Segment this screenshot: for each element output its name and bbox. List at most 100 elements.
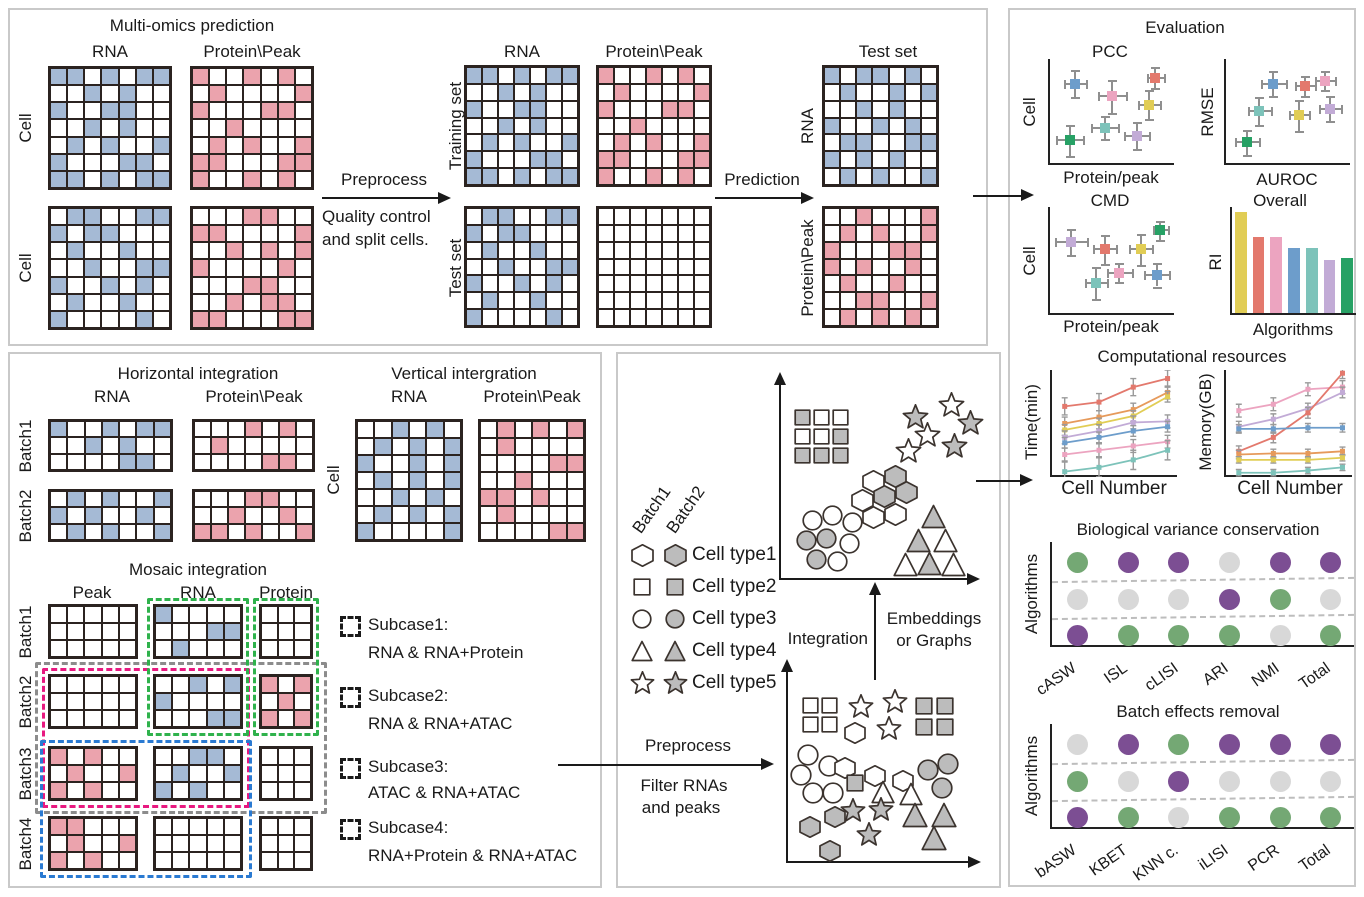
matrix-cell: [279, 523, 296, 540]
matrix-cell: [294, 623, 311, 640]
matrix-cell: [101, 852, 119, 869]
matrix-cell: [261, 748, 278, 765]
overall-title: Overall: [1253, 191, 1307, 210]
matrix-cell: [662, 83, 678, 101]
matrix-cell: [532, 438, 550, 455]
matrix-cell: [101, 676, 119, 693]
matrix-cell: [152, 136, 170, 154]
matrix-cell: [261, 710, 278, 727]
matrix-cell: [498, 275, 514, 293]
matrix-cell: [514, 523, 532, 540]
metric-dot-gray: [1066, 733, 1088, 755]
matrix-cell: [211, 421, 228, 438]
matrix-cell: [189, 623, 207, 640]
matrix-cell: [153, 523, 171, 540]
errorbar-cap: [1151, 67, 1161, 70]
scatter-shape: [899, 782, 923, 806]
matrix-cell: [904, 258, 921, 276]
matrix-cell: [189, 765, 207, 782]
scatter-shape: [917, 551, 942, 576]
errorbar-cap: [1335, 76, 1338, 86]
metric-dot-gray: [1320, 770, 1342, 792]
batch1-hex-legend-icon: [630, 543, 654, 567]
matrix-cell: [614, 292, 630, 310]
matrix-cell: [84, 491, 102, 508]
matrix-cell: [67, 293, 85, 311]
bar-blue: [1288, 248, 1300, 313]
matrix-cell: [904, 67, 921, 84]
circle-shape-icon: [822, 505, 843, 526]
matrix-cell: [50, 170, 68, 188]
matrix-m-b1-rna: [153, 604, 243, 659]
matrix-cell: [119, 421, 137, 438]
matrix-cell: [872, 275, 889, 293]
matrix-cell: [50, 818, 68, 835]
matrix-cell: [223, 640, 241, 657]
errorbar-cap: [1156, 220, 1166, 223]
matrix-cell: [67, 119, 85, 137]
metric-dot-green: [1066, 551, 1088, 573]
matrix-cell: [209, 102, 227, 120]
errorbar-cap: [1084, 279, 1087, 289]
matrix-cell: [824, 151, 841, 169]
matrix-cell: [562, 100, 578, 118]
matrix-cell: [630, 309, 646, 326]
scatter-shape: [933, 528, 958, 553]
matrix-cell: [155, 693, 173, 710]
matrix-cell: [172, 693, 190, 710]
metric-dot-gray: [1218, 770, 1240, 792]
scatter-shape: [941, 432, 968, 460]
matrix-cell: [498, 241, 514, 259]
scatter-shape: [802, 716, 819, 733]
matrix-cell: [872, 100, 889, 118]
matrix-cell: [824, 208, 841, 225]
errorbar-cap: [1151, 245, 1154, 255]
row-label-training-set: Training set: [446, 81, 465, 171]
embeddings-label-line2: or Graphs: [896, 631, 972, 650]
matrix-cell: [443, 438, 461, 455]
preprocess-filter-arrow: [558, 764, 763, 766]
matrix-cell: [530, 100, 546, 118]
matrix-h-b1-rna: [48, 419, 173, 472]
integration-arrowhead: [869, 582, 881, 595]
matrix-cell: [357, 523, 375, 540]
errorbar-cap: [1056, 136, 1059, 146]
matrix-cell: [172, 765, 190, 782]
matrix-cell: [646, 168, 662, 185]
matrix-cell: [118, 693, 136, 710]
matrix-cell: [482, 292, 498, 310]
matrix-cell: [119, 507, 137, 524]
square-shape-icon: [813, 409, 830, 426]
matrix-rna-cells-2: [48, 206, 172, 330]
scatter-shape: [796, 530, 817, 551]
matrix-cell: [209, 170, 227, 188]
errorbar-cap: [1259, 138, 1262, 148]
matrix-cell: [374, 523, 392, 540]
matrix-cell: [189, 852, 207, 869]
matrix-cell: [206, 852, 224, 869]
flow-filter-label-line1: Filter RNAs: [637, 776, 731, 796]
time-x-label: Cell Number: [1061, 478, 1167, 499]
matrix-cell: [514, 151, 530, 169]
matrix-cell: [294, 765, 311, 782]
matrix-cell: [482, 309, 498, 326]
matrix-cell: [223, 782, 241, 799]
scatter-shape: [876, 715, 902, 742]
matrix-cell: [904, 168, 921, 185]
matrix-cell: [226, 259, 244, 277]
matrix-cell: [152, 102, 170, 120]
matrix-cell: [50, 119, 68, 137]
matrix-cell: [482, 168, 498, 185]
matrix-cell: [546, 117, 562, 135]
scatter-shape: [902, 802, 928, 828]
star-shape-icon: [914, 421, 941, 447]
subcase2-desc: RNA & RNA+ATAC: [368, 714, 513, 733]
matrix-cell: [598, 292, 614, 310]
matrix-cell: [206, 765, 224, 782]
matrix-cell: [426, 489, 444, 506]
matrix-cell: [678, 309, 694, 326]
matrix-cell: [118, 68, 136, 86]
matrix-cell: [277, 208, 295, 226]
matrix-cell: [856, 275, 873, 293]
matrix-cell: [101, 276, 119, 294]
